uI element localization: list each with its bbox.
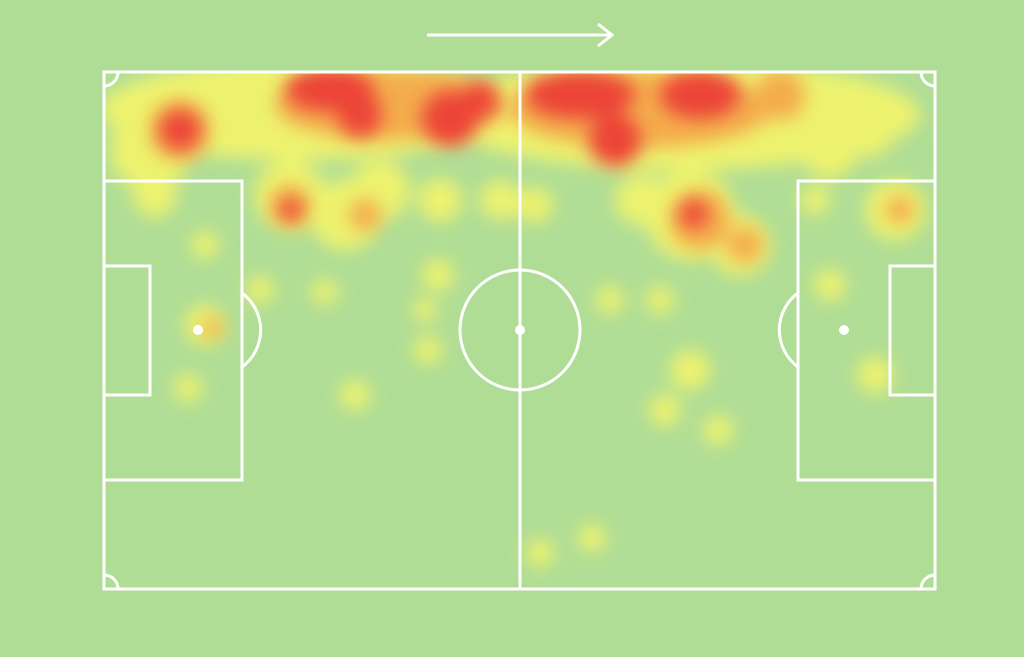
heat-blob <box>414 336 442 364</box>
heat-blob <box>418 178 462 222</box>
heat-blob <box>160 110 200 150</box>
penalty-arc <box>777 291 799 369</box>
heat-blob <box>703 415 733 445</box>
heat-blob <box>857 357 893 393</box>
heat-layer <box>104 72 925 567</box>
heat-blob <box>814 269 846 301</box>
heat-blob <box>615 175 665 225</box>
heat-blob <box>462 82 498 118</box>
heat-blob <box>133 173 177 217</box>
goal-area <box>102 264 152 397</box>
heat-blob <box>660 72 740 119</box>
heat-blob <box>191 231 219 259</box>
corner-arc <box>103 71 120 88</box>
heat-blob <box>800 185 830 215</box>
center-spot <box>515 325 525 335</box>
arrow-head <box>597 22 615 48</box>
heat-blob <box>649 394 681 426</box>
corner-arc <box>919 573 936 590</box>
heat-blob <box>202 318 222 338</box>
heat-blob <box>413 298 437 322</box>
heat-blob <box>246 276 274 304</box>
heat-blob <box>680 200 708 228</box>
heat-blob <box>525 72 635 119</box>
heat-blob <box>596 286 624 314</box>
center-circle <box>458 268 582 392</box>
heat-blob <box>727 227 763 263</box>
goal-area <box>888 264 937 397</box>
heat-blob <box>338 93 382 137</box>
heat-blob <box>422 259 454 291</box>
penalty-spot <box>839 325 849 335</box>
heat-high <box>160 72 740 228</box>
heat-blob <box>312 279 338 305</box>
heat-blob <box>280 199 302 221</box>
heat-blob <box>646 286 674 314</box>
heat-blob <box>517 187 553 223</box>
penalty-spot <box>193 325 203 335</box>
heat-blob <box>340 380 370 410</box>
heat-blob <box>526 539 554 567</box>
penalty-arc <box>241 291 263 369</box>
heat-blob <box>848 113 892 157</box>
heat-blob <box>886 196 914 224</box>
corner-arc <box>919 71 936 88</box>
pitch-lines <box>102 70 937 591</box>
heat-blob <box>480 180 520 220</box>
heat-blob <box>755 72 805 120</box>
heat-blob <box>802 122 858 178</box>
heat-blob <box>174 374 202 402</box>
heat-blob <box>349 199 381 231</box>
heat-blob <box>670 350 710 390</box>
heat-blob <box>578 524 606 552</box>
heat-blob <box>589 114 641 166</box>
corner-arc <box>103 573 120 590</box>
direction-arrow <box>427 22 615 48</box>
